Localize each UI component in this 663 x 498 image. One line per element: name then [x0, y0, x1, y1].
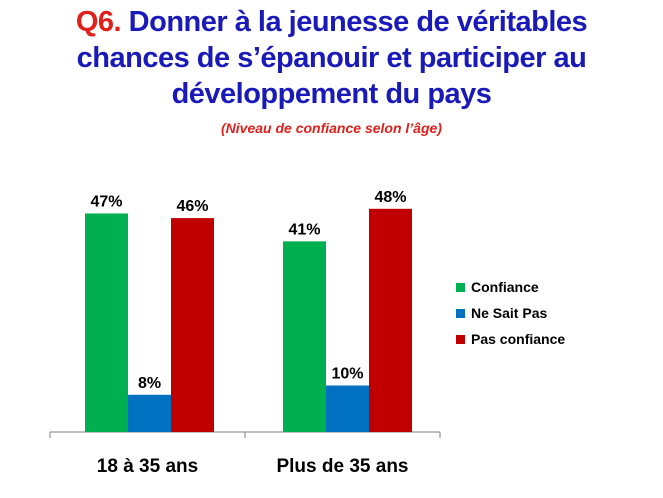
legend-label-ne-sait-pas: Ne Sait Pas — [471, 305, 548, 321]
bar-ne-sait-pas — [326, 385, 369, 432]
question-text: Donner à la jeunesse de véritables chance… — [76, 6, 588, 110]
legend: Confiance Ne Sait Pas Pas confiance — [456, 274, 565, 352]
category-label: Plus de 35 ans — [276, 456, 408, 477]
legend-item-pas-confiance: Pas confiance — [456, 326, 565, 352]
bar-pas-confiance — [369, 208, 412, 432]
chart-title: Q6. Donner à la jeunesse de véritables ch… — [0, 4, 663, 112]
legend-item-ne-sait-pas: Ne Sait Pas — [456, 300, 565, 326]
legend-swatch-confiance — [456, 282, 465, 292]
data-label: 47% — [90, 193, 122, 210]
data-label: 46% — [176, 198, 208, 215]
category-label: 18 à 35 ans — [97, 456, 198, 477]
data-label: 8% — [138, 375, 161, 392]
legend-item-confiance: Confiance — [456, 274, 565, 300]
data-label: 10% — [331, 366, 363, 383]
question-number: Q6. — [75, 6, 122, 38]
legend-label-pas-confiance: Pas confiance — [471, 331, 566, 347]
legend-swatch-pas-confiance — [456, 334, 465, 344]
chart-subtitle: (Niveau de confiance selon l’âge) — [221, 120, 442, 136]
bar-confiance — [85, 213, 128, 432]
bar-ne-sait-pas — [128, 394, 171, 432]
legend-label-confiance: Confiance — [471, 279, 539, 295]
data-label: 41% — [288, 221, 320, 238]
bar-pas-confiance — [171, 218, 214, 432]
data-label: 48% — [374, 189, 406, 206]
legend-swatch-ne-sait-pas — [456, 308, 465, 318]
bar-confiance — [283, 241, 326, 432]
